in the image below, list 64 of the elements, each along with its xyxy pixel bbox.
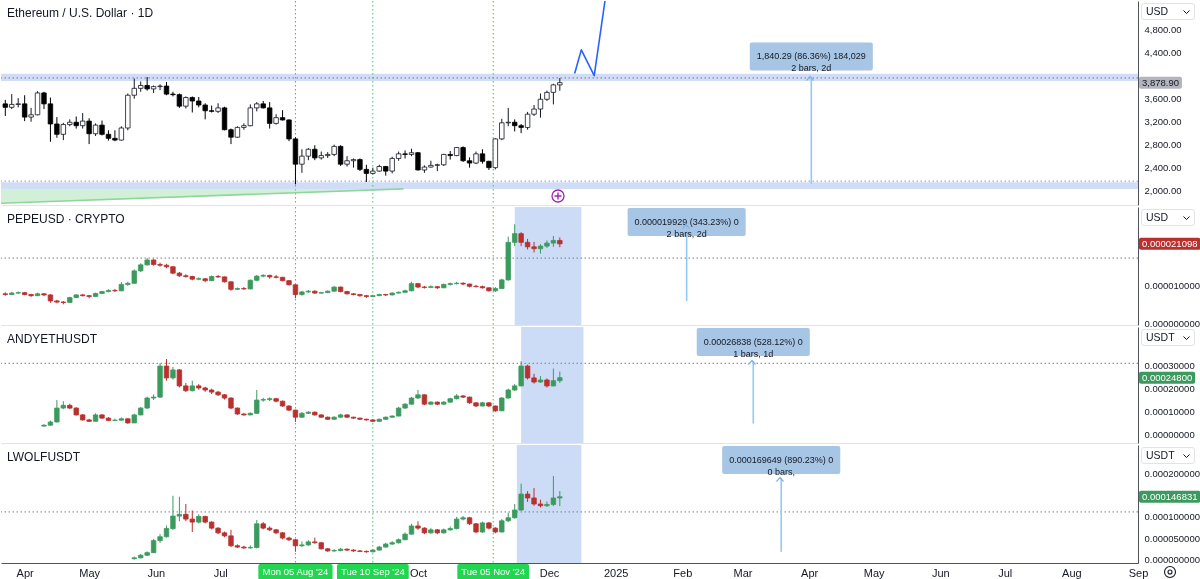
y-tick-label: 0.000000000 <box>1144 317 1200 329</box>
y-tick-label: 0.000146831 <box>1141 490 1198 502</box>
candlestick <box>21 94 28 122</box>
y-axis-title: USD <box>1146 5 1169 17</box>
x-tick-label: Apr <box>16 566 35 579</box>
text: LWOLFUSDT <box>7 450 81 464</box>
y-tick-label: 0.000100000 <box>1144 511 1200 523</box>
currency-dropdown: USD <box>1141 209 1195 226</box>
x-tick-label: Mar <box>733 566 753 579</box>
y-tick-label: 2,800.00 <box>1144 139 1182 151</box>
y-tick-label: 0.00030000 <box>1144 360 1195 372</box>
x-tick-label: Sep <box>1128 566 1149 579</box>
ref-line-label: Tue 10 Sep '24 <box>340 566 405 577</box>
x-tick-label: May <box>79 566 101 579</box>
y-tick-label: 0.000010000 <box>1144 280 1200 292</box>
x-tick-label: Feb <box>673 566 693 579</box>
candlestick <box>86 117 92 145</box>
y-tick-label: 0.00020000 <box>1144 383 1195 395</box>
y-tick-label: 0.000200000 <box>1144 468 1200 480</box>
candlestick <box>163 358 170 382</box>
y-tick-label: 3,878.90 <box>1142 76 1179 88</box>
candlestick <box>415 151 421 172</box>
ref-line-label: Tue 05 Nov '24 <box>461 566 526 577</box>
y-tick-label: 0.00024800 <box>1141 371 1193 383</box>
text: PEPEUSD · CRYPTO <box>7 212 125 226</box>
text: Ethereum / U.S. Dollar · 1D <box>7 6 154 20</box>
x-tick-label: Oct <box>409 566 428 579</box>
ref-line-label: Mon 05 Aug '24 <box>262 566 329 577</box>
y-tick-label: 0.00000000 <box>1144 428 1195 440</box>
x-tick-label: Dec <box>539 566 560 579</box>
annotation: 0.00026838 (528.12%) 0 1 bars, 1d <box>703 337 803 359</box>
x-tick-label: Jul <box>998 566 1013 579</box>
y-tick-label: 2,000.00 <box>1144 185 1182 197</box>
y-tick-label: 0.000000000 <box>1144 554 1200 566</box>
y-tick-label: 3,600.00 <box>1144 93 1182 105</box>
candlestick <box>215 102 221 114</box>
currency-dropdown: USD <box>1141 3 1195 20</box>
y-tick-label: 4,800.00 <box>1144 24 1182 36</box>
y-tick-label: 0.00010000 <box>1144 405 1195 417</box>
x-tick-label: Apr <box>801 566 819 579</box>
y-axis-title: USD <box>1146 211 1169 223</box>
y-tick-label: 3,200.00 <box>1144 116 1182 128</box>
x-tick-label: Jun <box>931 566 950 579</box>
y-tick-label: 2,400.00 <box>1144 162 1182 174</box>
line-series <box>574 1 606 77</box>
x-tick-label: May <box>863 566 886 579</box>
x-tick-label: Jul <box>213 566 228 579</box>
y-tick-label: 0.000050000 <box>1144 532 1200 544</box>
x-tick-label: Jun <box>147 566 166 579</box>
annotation: 0.000019929 (343.23%) 0 2 bars, 2d <box>634 217 739 239</box>
candlestick <box>402 149 408 159</box>
y-axis-title: USDT <box>1146 449 1175 461</box>
currency-dropdown: USDT <box>1141 447 1195 464</box>
currency-dropdown: USDT <box>1141 329 1195 346</box>
y-tick-label: 4,400.00 <box>1144 47 1182 59</box>
text: ANDYETHUSDT <box>7 332 98 346</box>
candlestick <box>112 288 118 293</box>
annotation: 0.000169649 (890.23%) 0 0 bars, <box>729 455 834 477</box>
annotation: 1,840.29 (86.36%) 184,029 2 bars, 2d <box>756 51 866 73</box>
candlestick <box>337 144 344 167</box>
y-tick-label: 0.000021098 <box>1141 237 1198 249</box>
x-tick-label: 2025 <box>603 566 629 579</box>
y-axis-title: USDT <box>1146 331 1175 343</box>
x-tick-label: Aug <box>1062 566 1082 579</box>
